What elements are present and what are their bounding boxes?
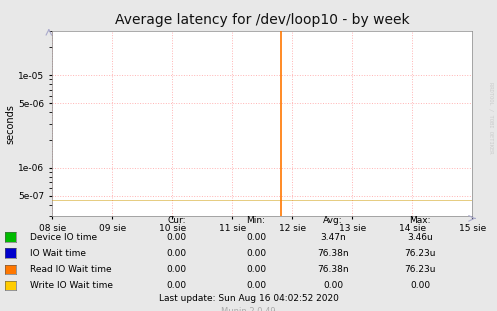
Text: Write IO Wait time: Write IO Wait time	[30, 281, 113, 290]
Text: 76.23u: 76.23u	[404, 249, 436, 258]
Text: 76.38n: 76.38n	[317, 249, 349, 258]
Text: 3.46u: 3.46u	[407, 233, 433, 242]
Text: 0.00: 0.00	[166, 281, 186, 290]
Text: 0.00: 0.00	[246, 281, 266, 290]
Text: Min:: Min:	[247, 216, 265, 225]
Text: Device IO time: Device IO time	[30, 233, 97, 242]
Text: 0.00: 0.00	[410, 281, 430, 290]
Text: 0.00: 0.00	[246, 249, 266, 258]
Title: Average latency for /dev/loop10 - by week: Average latency for /dev/loop10 - by wee…	[115, 13, 410, 27]
Text: 0.00: 0.00	[323, 281, 343, 290]
Text: 76.38n: 76.38n	[317, 265, 349, 274]
Text: Read IO Wait time: Read IO Wait time	[30, 265, 111, 274]
Text: 76.23u: 76.23u	[404, 265, 436, 274]
Y-axis label: seconds: seconds	[5, 104, 15, 144]
Text: IO Wait time: IO Wait time	[30, 249, 86, 258]
Text: 0.00: 0.00	[246, 265, 266, 274]
Text: 0.00: 0.00	[166, 249, 186, 258]
Text: 0.00: 0.00	[246, 233, 266, 242]
Text: Cur:: Cur:	[167, 216, 186, 225]
Text: 0.00: 0.00	[166, 233, 186, 242]
Text: Avg:: Avg:	[323, 216, 343, 225]
Text: Munin 2.0.49: Munin 2.0.49	[221, 307, 276, 311]
Text: 3.47n: 3.47n	[320, 233, 346, 242]
Text: Last update: Sun Aug 16 04:02:52 2020: Last update: Sun Aug 16 04:02:52 2020	[159, 294, 338, 303]
Text: Max:: Max:	[409, 216, 431, 225]
Text: 0.00: 0.00	[166, 265, 186, 274]
Text: RRDTOOL / TOBI OETIKER: RRDTOOL / TOBI OETIKER	[489, 82, 494, 154]
